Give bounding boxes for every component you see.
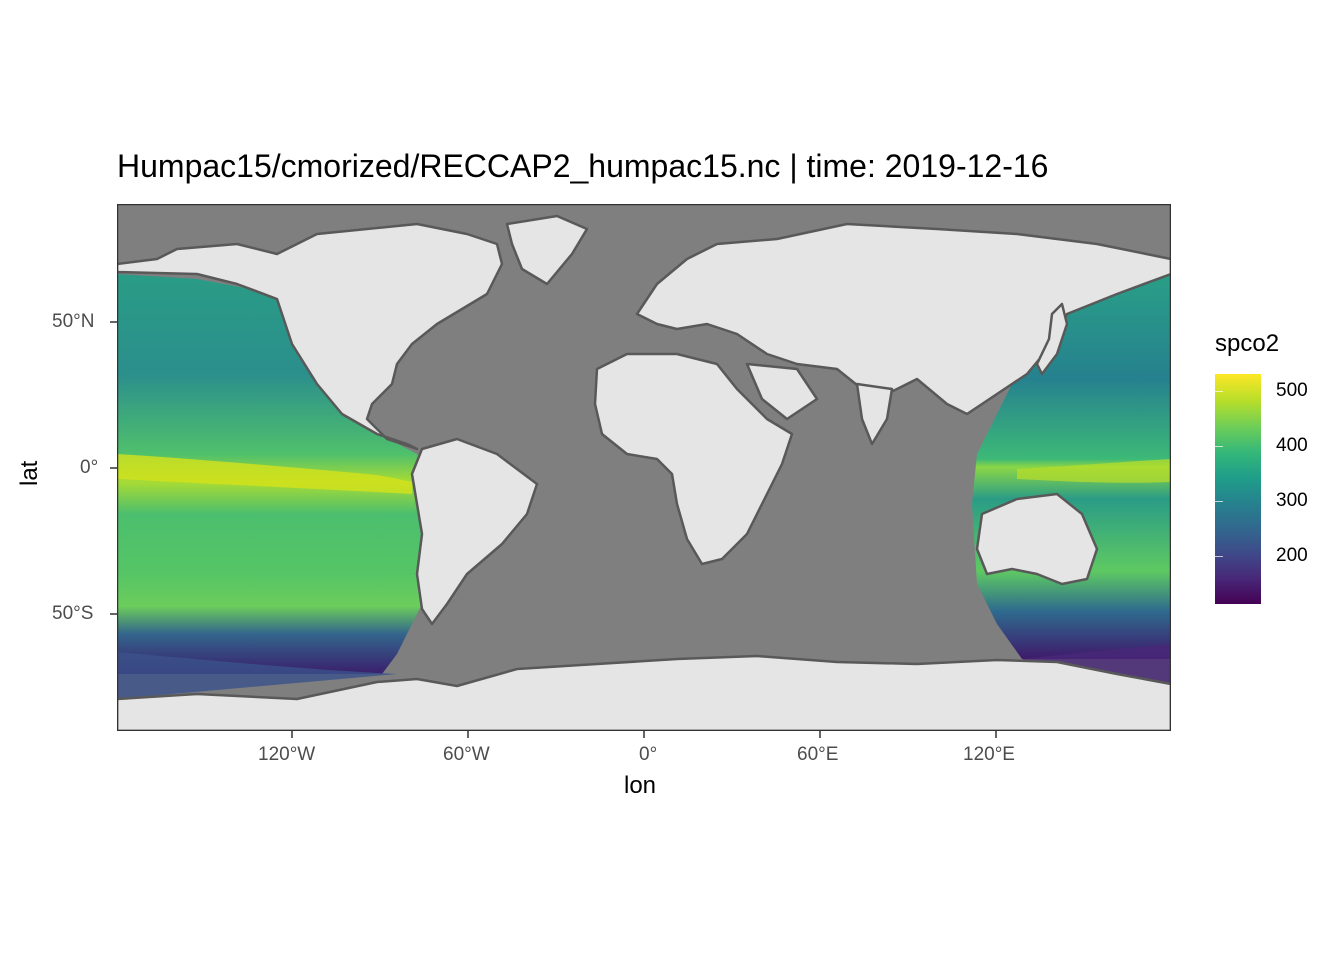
equatorial-band-west bbox=[1017, 459, 1171, 483]
x-tick-label-120w: 120°W bbox=[258, 744, 316, 765]
legend-label-300: 300 bbox=[1276, 490, 1308, 511]
legend-label-200: 200 bbox=[1276, 545, 1308, 566]
y-tick-label-50n: 50°N bbox=[52, 311, 95, 332]
y-tick-label-0: 0° bbox=[80, 457, 99, 478]
legend-tick-300 bbox=[1215, 501, 1223, 502]
legend-tick-500 bbox=[1215, 391, 1223, 392]
greenland-land bbox=[505, 214, 589, 286]
north-america-land bbox=[117, 222, 504, 451]
map-panel bbox=[117, 204, 1171, 731]
y-axis-title: lat bbox=[16, 460, 43, 486]
x-tick-label-60e: 60°E bbox=[797, 744, 839, 765]
legend-label-500: 500 bbox=[1276, 380, 1308, 401]
y-tick-label-50s: 50°S bbox=[52, 603, 94, 624]
africa-land bbox=[593, 352, 794, 566]
arabia-land bbox=[745, 362, 819, 421]
land-masses bbox=[117, 214, 1171, 731]
australia-land bbox=[975, 492, 1099, 586]
x-axis-title: lon bbox=[624, 772, 657, 799]
x-tick-label-60w: 60°W bbox=[443, 744, 490, 765]
panel-border bbox=[117, 204, 1171, 731]
plot-title: Humpac15/cmorized/RECCAP2_humpac15.nc | … bbox=[117, 148, 1049, 184]
x-tick-label-120e: 120°E bbox=[963, 744, 1015, 765]
antarctica-land bbox=[117, 654, 1171, 731]
legend-title: spco2 bbox=[1215, 330, 1280, 357]
x-tick-label-0: 0° bbox=[639, 744, 658, 765]
india-land bbox=[855, 382, 894, 446]
southern-ocean-low bbox=[117, 652, 397, 699]
equatorial-band bbox=[117, 454, 412, 494]
legend-tick-400 bbox=[1215, 446, 1223, 447]
japan-land bbox=[1035, 302, 1069, 376]
legend-label-400: 400 bbox=[1276, 435, 1308, 456]
legend-colorbar bbox=[1215, 374, 1261, 604]
eurasia-land bbox=[635, 222, 1171, 416]
legend-tick-200 bbox=[1215, 556, 1223, 557]
south-america-land bbox=[410, 437, 539, 626]
